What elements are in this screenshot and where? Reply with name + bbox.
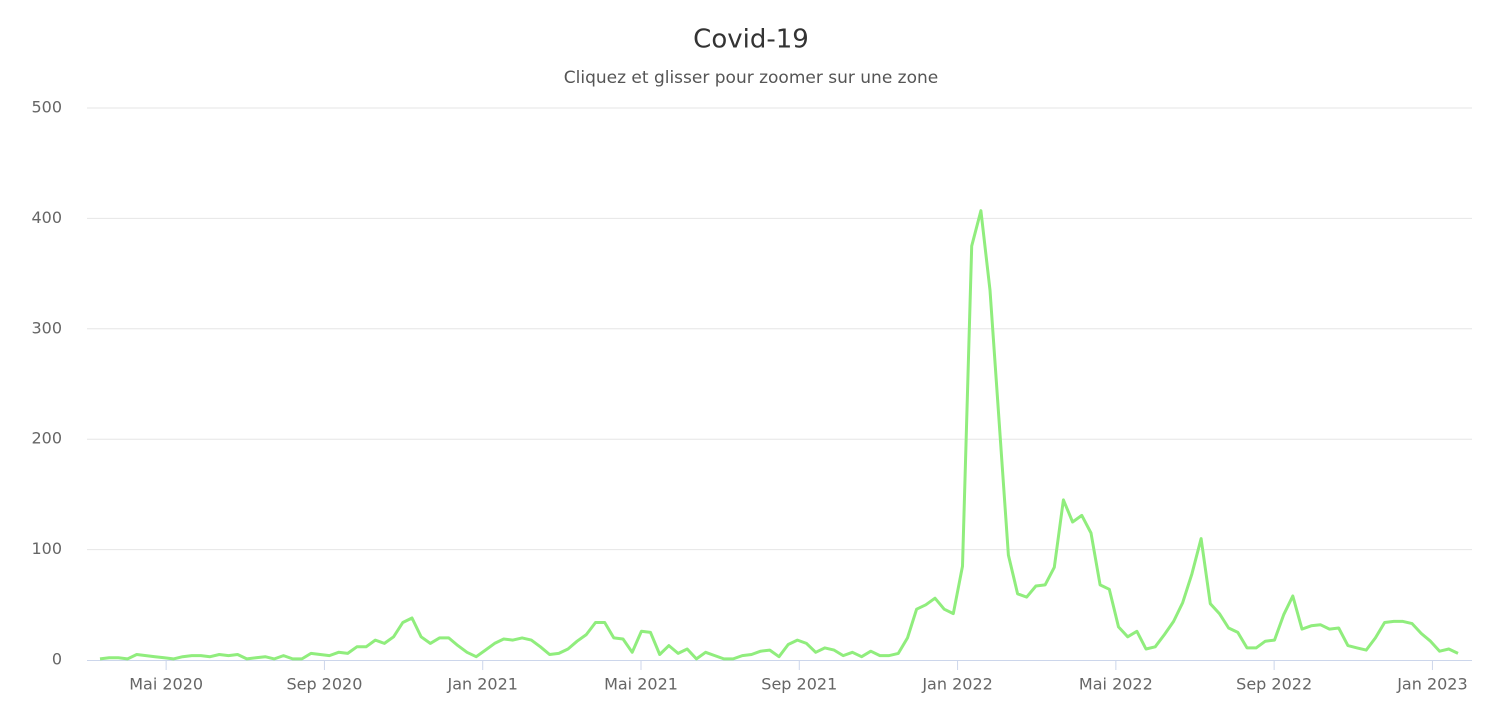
- chart-subtitle: Cliquez et glisser pour zoomer sur une z…: [564, 68, 939, 88]
- x-tick-label: Mai 2021: [604, 675, 678, 694]
- x-tick-label: Mai 2020: [129, 675, 203, 694]
- y-tick-label: 100: [31, 539, 62, 558]
- y-tick-label: 400: [31, 208, 62, 227]
- y-tick-label: 200: [31, 429, 62, 448]
- x-tick-label: Sep 2022: [1236, 675, 1312, 694]
- x-tick-label: Sep 2021: [761, 675, 837, 694]
- y-tick-label: 500: [31, 98, 62, 117]
- y-tick-label: 300: [31, 318, 62, 337]
- data-line: [99, 209, 1459, 661]
- x-tick-label: Jan 2021: [446, 675, 517, 694]
- y-tick-label: 0: [52, 650, 62, 669]
- x-tick-label: Jan 2023: [1396, 675, 1467, 694]
- x-tick-label: Mai 2022: [1079, 675, 1153, 694]
- x-tick-label: Sep 2020: [286, 675, 362, 694]
- chart-title: Covid-19: [693, 25, 809, 55]
- x-tick-label: Jan 2022: [921, 675, 992, 694]
